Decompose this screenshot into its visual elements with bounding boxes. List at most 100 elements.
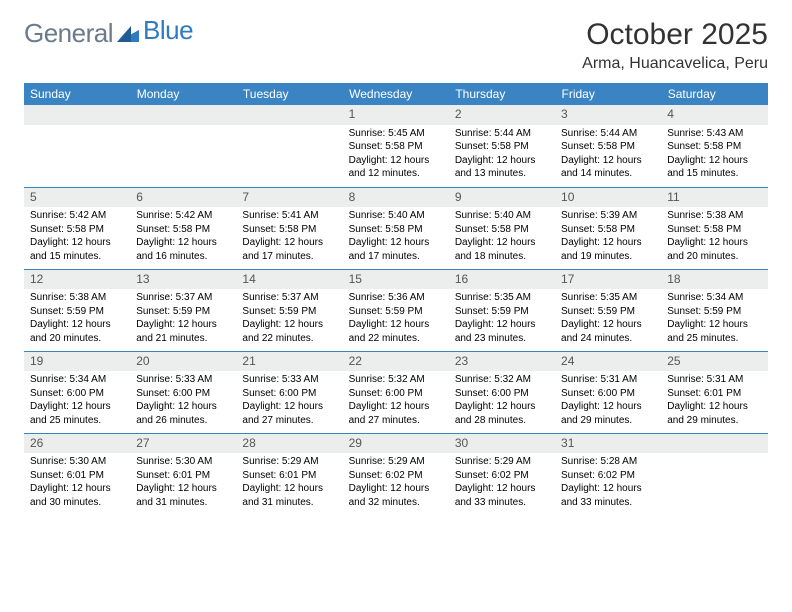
day-details: Sunrise: 5:38 AMSunset: 5:59 PMDaylight:… [24, 289, 130, 349]
sunrise-text: Sunrise: 5:38 AM [667, 209, 761, 223]
sunset-text: Sunset: 6:00 PM [30, 387, 124, 401]
calendar-day-cell: 4Sunrise: 5:43 AMSunset: 5:58 PMDaylight… [661, 105, 767, 187]
day-details: Sunrise: 5:41 AMSunset: 5:58 PMDaylight:… [236, 207, 342, 267]
topbar: General Blue October 2025 Arma, Huancave… [24, 18, 768, 73]
day-details: Sunrise: 5:33 AMSunset: 6:00 PMDaylight:… [236, 371, 342, 431]
day-details: Sunrise: 5:29 AMSunset: 6:02 PMDaylight:… [449, 453, 555, 513]
location-label: Arma, Huancavelica, Peru [582, 55, 768, 73]
day-details: Sunrise: 5:38 AMSunset: 5:58 PMDaylight:… [661, 207, 767, 267]
day-number: 22 [343, 352, 449, 372]
sunrise-text: Sunrise: 5:29 AM [242, 455, 336, 469]
day-number [130, 105, 236, 125]
day-number: 23 [449, 352, 555, 372]
sunrise-text: Sunrise: 5:45 AM [349, 127, 443, 141]
calendar-day-cell: 8Sunrise: 5:40 AMSunset: 5:58 PMDaylight… [343, 187, 449, 269]
day-details: Sunrise: 5:31 AMSunset: 6:00 PMDaylight:… [555, 371, 661, 431]
daylight-text: Daylight: 12 hours and 15 minutes. [30, 236, 124, 263]
calendar-day-cell: 6Sunrise: 5:42 AMSunset: 5:58 PMDaylight… [130, 187, 236, 269]
day-details: Sunrise: 5:30 AMSunset: 6:01 PMDaylight:… [130, 453, 236, 513]
weekday-header: Thursday [449, 83, 555, 105]
daylight-text: Daylight: 12 hours and 13 minutes. [455, 154, 549, 181]
calendar-day-cell: 22Sunrise: 5:32 AMSunset: 6:00 PMDayligh… [343, 351, 449, 433]
day-details: Sunrise: 5:34 AMSunset: 6:00 PMDaylight:… [24, 371, 130, 431]
day-number: 11 [661, 188, 767, 208]
day-details: Sunrise: 5:42 AMSunset: 5:58 PMDaylight:… [24, 207, 130, 267]
calendar-week-row: 19Sunrise: 5:34 AMSunset: 6:00 PMDayligh… [24, 351, 768, 433]
sunset-text: Sunset: 5:59 PM [30, 305, 124, 319]
calendar-day-cell: 21Sunrise: 5:33 AMSunset: 6:00 PMDayligh… [236, 351, 342, 433]
sunrise-text: Sunrise: 5:36 AM [349, 291, 443, 305]
day-details: Sunrise: 5:33 AMSunset: 6:00 PMDaylight:… [130, 371, 236, 431]
day-details: Sunrise: 5:34 AMSunset: 5:59 PMDaylight:… [661, 289, 767, 349]
sunrise-text: Sunrise: 5:33 AM [136, 373, 230, 387]
sunrise-text: Sunrise: 5:41 AM [242, 209, 336, 223]
day-number: 7 [236, 188, 342, 208]
daylight-text: Daylight: 12 hours and 20 minutes. [667, 236, 761, 263]
sunset-text: Sunset: 5:59 PM [136, 305, 230, 319]
weekday-header: Saturday [661, 83, 767, 105]
calendar-day-cell: 23Sunrise: 5:32 AMSunset: 6:00 PMDayligh… [449, 351, 555, 433]
sunrise-text: Sunrise: 5:39 AM [561, 209, 655, 223]
weekday-header: Monday [130, 83, 236, 105]
sunrise-text: Sunrise: 5:40 AM [455, 209, 549, 223]
daylight-text: Daylight: 12 hours and 19 minutes. [561, 236, 655, 263]
calendar-day-cell: 3Sunrise: 5:44 AMSunset: 5:58 PMDaylight… [555, 105, 661, 187]
weekday-header: Tuesday [236, 83, 342, 105]
sunset-text: Sunset: 6:01 PM [136, 469, 230, 483]
sunset-text: Sunset: 6:01 PM [30, 469, 124, 483]
sunset-text: Sunset: 5:58 PM [667, 223, 761, 237]
sunset-text: Sunset: 5:58 PM [136, 223, 230, 237]
calendar-day-cell: 30Sunrise: 5:29 AMSunset: 6:02 PMDayligh… [449, 433, 555, 515]
calendar-day-cell: 9Sunrise: 5:40 AMSunset: 5:58 PMDaylight… [449, 187, 555, 269]
calendar-day-cell: 28Sunrise: 5:29 AMSunset: 6:01 PMDayligh… [236, 433, 342, 515]
daylight-text: Daylight: 12 hours and 15 minutes. [667, 154, 761, 181]
calendar-day-cell: 14Sunrise: 5:37 AMSunset: 5:59 PMDayligh… [236, 269, 342, 351]
daylight-text: Daylight: 12 hours and 31 minutes. [242, 482, 336, 509]
calendar-day-cell: 25Sunrise: 5:31 AMSunset: 6:01 PMDayligh… [661, 351, 767, 433]
sunrise-text: Sunrise: 5:37 AM [242, 291, 336, 305]
day-details: Sunrise: 5:30 AMSunset: 6:01 PMDaylight:… [24, 453, 130, 513]
day-details: Sunrise: 5:36 AMSunset: 5:59 PMDaylight:… [343, 289, 449, 349]
sunset-text: Sunset: 6:02 PM [561, 469, 655, 483]
daylight-text: Daylight: 12 hours and 33 minutes. [455, 482, 549, 509]
day-details: Sunrise: 5:40 AMSunset: 5:58 PMDaylight:… [343, 207, 449, 267]
calendar-day-cell: 18Sunrise: 5:34 AMSunset: 5:59 PMDayligh… [661, 269, 767, 351]
day-details: Sunrise: 5:44 AMSunset: 5:58 PMDaylight:… [449, 125, 555, 185]
sunrise-text: Sunrise: 5:31 AM [667, 373, 761, 387]
day-number: 4 [661, 105, 767, 125]
daylight-text: Daylight: 12 hours and 33 minutes. [561, 482, 655, 509]
day-number: 19 [24, 352, 130, 372]
sunrise-text: Sunrise: 5:44 AM [561, 127, 655, 141]
calendar-day-cell: 12Sunrise: 5:38 AMSunset: 5:59 PMDayligh… [24, 269, 130, 351]
calendar-day-cell: 2Sunrise: 5:44 AMSunset: 5:58 PMDaylight… [449, 105, 555, 187]
sunset-text: Sunset: 6:02 PM [455, 469, 549, 483]
day-number: 24 [555, 352, 661, 372]
sunrise-text: Sunrise: 5:42 AM [136, 209, 230, 223]
day-number: 6 [130, 188, 236, 208]
day-number: 15 [343, 270, 449, 290]
sunrise-text: Sunrise: 5:32 AM [455, 373, 549, 387]
sunset-text: Sunset: 5:58 PM [455, 223, 549, 237]
daylight-text: Daylight: 12 hours and 14 minutes. [561, 154, 655, 181]
day-number [236, 105, 342, 125]
day-number: 8 [343, 188, 449, 208]
sunrise-text: Sunrise: 5:30 AM [136, 455, 230, 469]
daylight-text: Daylight: 12 hours and 30 minutes. [30, 482, 124, 509]
day-details: Sunrise: 5:37 AMSunset: 5:59 PMDaylight:… [130, 289, 236, 349]
sunrise-text: Sunrise: 5:44 AM [455, 127, 549, 141]
calendar-day-cell: 11Sunrise: 5:38 AMSunset: 5:58 PMDayligh… [661, 187, 767, 269]
calendar-week-row: 12Sunrise: 5:38 AMSunset: 5:59 PMDayligh… [24, 269, 768, 351]
calendar-day-cell: 10Sunrise: 5:39 AMSunset: 5:58 PMDayligh… [555, 187, 661, 269]
day-number [24, 105, 130, 125]
day-details: Sunrise: 5:43 AMSunset: 5:58 PMDaylight:… [661, 125, 767, 185]
sunrise-text: Sunrise: 5:34 AM [30, 373, 124, 387]
sunset-text: Sunset: 5:59 PM [667, 305, 761, 319]
day-number: 21 [236, 352, 342, 372]
calendar-day-cell: 19Sunrise: 5:34 AMSunset: 6:00 PMDayligh… [24, 351, 130, 433]
title-block: October 2025 Arma, Huancavelica, Peru [582, 18, 768, 73]
day-number: 14 [236, 270, 342, 290]
day-details: Sunrise: 5:42 AMSunset: 5:58 PMDaylight:… [130, 207, 236, 267]
calendar-day-cell: 20Sunrise: 5:33 AMSunset: 6:00 PMDayligh… [130, 351, 236, 433]
sunset-text: Sunset: 6:00 PM [136, 387, 230, 401]
sunset-text: Sunset: 5:58 PM [349, 223, 443, 237]
